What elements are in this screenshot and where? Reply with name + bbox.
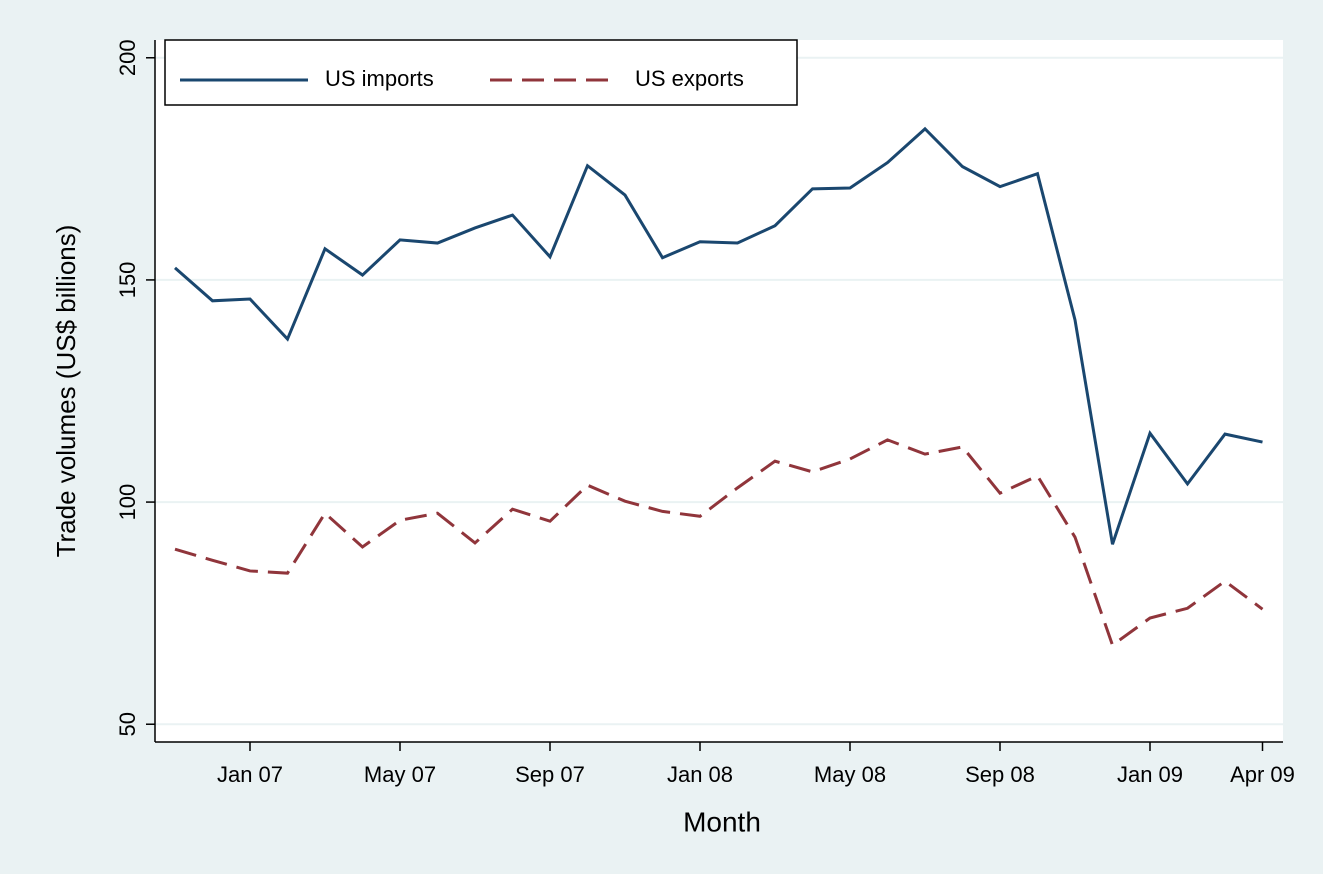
y-axis-title: Trade volumes (US$ billions) bbox=[51, 225, 81, 558]
legend-label: US imports bbox=[325, 66, 434, 91]
x-tick-label: Apr 09 bbox=[1230, 762, 1295, 787]
series-line bbox=[174, 438, 1264, 648]
x-tick-label: Jan 07 bbox=[217, 762, 283, 787]
x-axis-title: Month bbox=[683, 806, 761, 837]
y-tick-label: 100 bbox=[115, 484, 140, 521]
x-tick-label: Sep 08 bbox=[965, 762, 1035, 787]
y-tick-label: 50 bbox=[115, 712, 140, 736]
y-tick-label: 150 bbox=[115, 262, 140, 299]
series-line bbox=[174, 126, 1263, 545]
x-tick-label: May 07 bbox=[364, 762, 436, 787]
plot-area bbox=[155, 40, 1283, 742]
y-tick-label: 200 bbox=[115, 39, 140, 76]
x-tick-label: Sep 07 bbox=[515, 762, 585, 787]
legend-label: US exports bbox=[635, 66, 744, 91]
x-tick-label: Jan 09 bbox=[1117, 762, 1183, 787]
x-tick-label: May 08 bbox=[814, 762, 886, 787]
x-tick-label: Jan 08 bbox=[667, 762, 733, 787]
legend-box bbox=[164, 39, 798, 106]
